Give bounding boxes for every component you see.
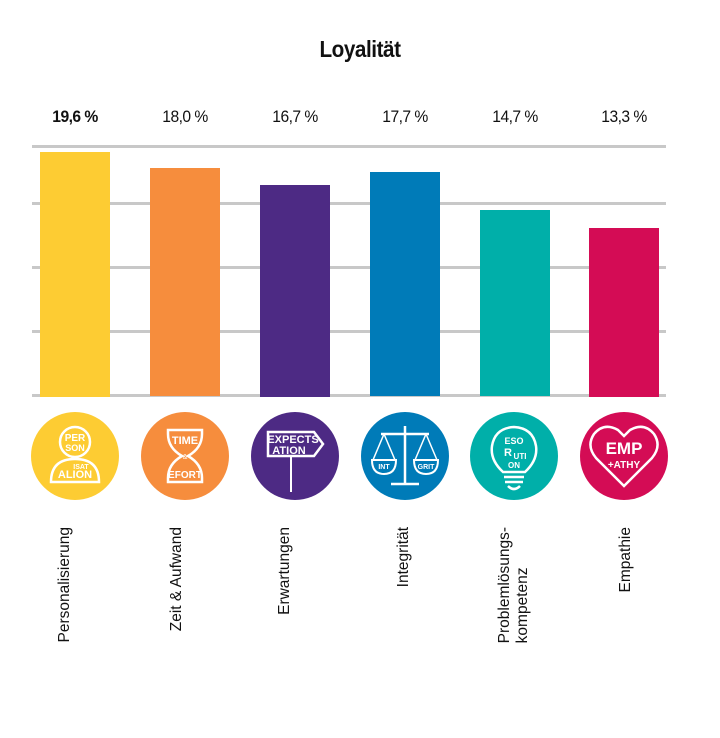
category-label-empathie: Empathie xyxy=(617,527,634,593)
svg-text:EFORT: EFORT xyxy=(168,470,202,481)
svg-text:&: & xyxy=(183,454,188,461)
bar-empathie xyxy=(589,228,659,397)
value-label-personalisierung: 19,6 % xyxy=(52,107,98,126)
svg-text:ON: ON xyxy=(508,461,520,470)
svg-text:PER: PER xyxy=(65,433,86,444)
bar-zeit-aufwand xyxy=(150,168,220,396)
signpost-expectations-icon: EXPECTS ATION xyxy=(251,412,339,500)
svg-text:ATION: ATION xyxy=(272,445,305,457)
svg-text:ESO: ESO xyxy=(504,436,523,446)
bar-problemloesung xyxy=(480,210,550,396)
category-label-erwartungen: Erwartungen xyxy=(276,527,293,615)
svg-text:ALION: ALION xyxy=(58,469,92,481)
bar-integritaet xyxy=(370,172,440,396)
svg-text:INT: INT xyxy=(378,464,390,471)
scales-integrity-icon: INT GRIT xyxy=(361,412,449,500)
category-label-zeit-aufwand: Zeit & Aufwand xyxy=(168,527,185,632)
hourglass-time-effort-icon: TIME & EFORT xyxy=(141,412,229,500)
chart-title: Loyalität xyxy=(319,36,401,62)
personalisation-icon: PER SON ALION ISAT xyxy=(31,412,119,500)
svg-text:EXPECTS: EXPECTS xyxy=(267,434,318,446)
category-label-integritaet: Integrität xyxy=(395,527,412,588)
svg-text:+ATHY: +ATHY xyxy=(608,460,641,471)
gridline xyxy=(32,394,666,397)
value-label-integritaet: 17,7 % xyxy=(382,107,428,126)
gridline xyxy=(32,202,666,205)
svg-text:GRIT: GRIT xyxy=(418,464,435,471)
svg-text:ISAT: ISAT xyxy=(73,464,89,471)
heart-empathy-icon: EMP +ATHY xyxy=(580,412,668,500)
svg-text:SON: SON xyxy=(65,443,85,453)
lightbulb-resolution-icon: ESO R UTI ON xyxy=(470,412,558,500)
value-label-problemloesung: 14,7 % xyxy=(492,107,538,126)
bar-personalisierung xyxy=(40,152,110,397)
category-label-problemloesung: Problemlösungs- kompetenz xyxy=(496,527,531,644)
gridline xyxy=(32,266,666,269)
svg-text:R: R xyxy=(504,447,512,459)
svg-text:EMP: EMP xyxy=(606,439,643,458)
bar-erwartungen xyxy=(260,185,330,397)
svg-text:UTI: UTI xyxy=(514,452,527,461)
gridline xyxy=(32,145,666,148)
gridline xyxy=(32,330,666,333)
value-label-erwartungen: 16,7 % xyxy=(272,107,318,126)
value-label-zeit-aufwand: 18,0 % xyxy=(162,107,208,126)
svg-text:TIME: TIME xyxy=(172,435,198,447)
category-label-personalisierung: Personalisierung xyxy=(56,527,73,643)
value-label-empathie: 13,3 % xyxy=(601,107,647,126)
